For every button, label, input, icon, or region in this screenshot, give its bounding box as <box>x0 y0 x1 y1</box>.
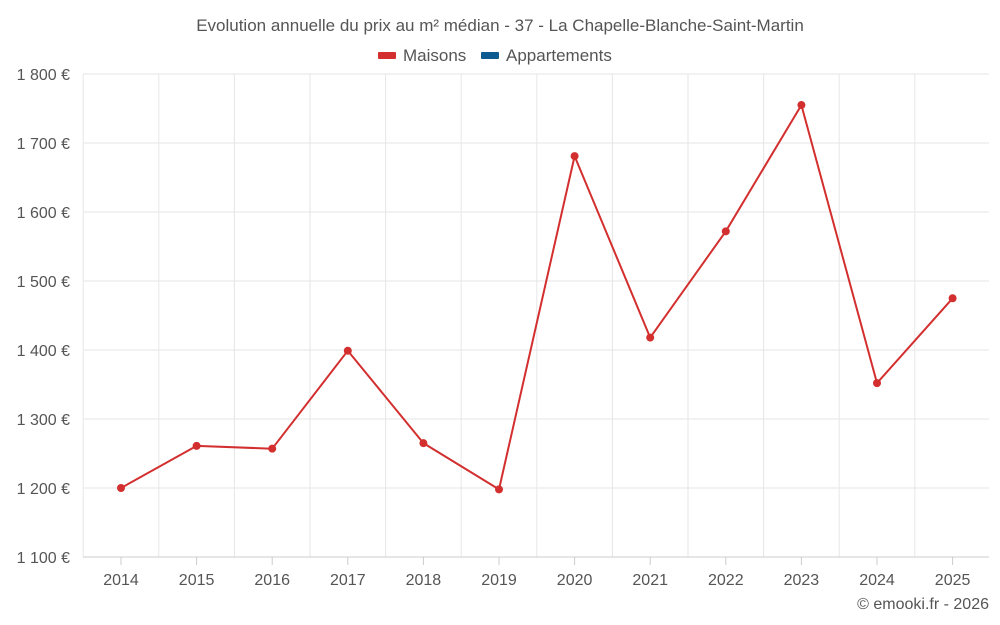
legend-item-appartements[interactable]: Appartements <box>481 46 612 65</box>
data-point-2021[interactable] <box>646 333 655 342</box>
series-line-maisons <box>120 104 954 491</box>
x-tick-label: 2017 <box>330 572 366 589</box>
x-tick-label: 2023 <box>784 572 820 589</box>
data-point-2015[interactable] <box>192 441 201 450</box>
legend-item-maisons[interactable]: Maisons <box>378 46 466 65</box>
x-tick-label: 2015 <box>179 572 215 589</box>
axes: 1 100 € 1 200 € 1 300 € 1 400 € 1 500 € 1 600… <box>17 67 989 589</box>
x-tick-label: 2016 <box>254 572 290 589</box>
credit-text: © emooki.fr - 2026 <box>857 596 989 613</box>
legend-label-appartements: Appartements <box>506 46 612 65</box>
data-point-2016[interactable] <box>268 444 277 453</box>
data-point-2023[interactable] <box>797 101 806 110</box>
x-tick-label: 2014 <box>103 572 139 589</box>
data-point-2014[interactable] <box>117 484 125 492</box>
x-tick-label: 2019 <box>481 572 517 589</box>
x-tick-label: 2025 <box>935 572 971 589</box>
legend-label-maisons: Maisons <box>403 46 466 65</box>
data-point-2019[interactable] <box>495 485 503 494</box>
y-tick-label: 1 600 € <box>17 205 70 222</box>
y-tick-label: 1 200 € <box>17 481 70 498</box>
series-maisons <box>117 101 957 494</box>
data-point-2025[interactable] <box>948 294 957 303</box>
legend-swatch-appartements <box>481 52 499 59</box>
x-tick-label: 2021 <box>632 572 668 589</box>
data-point-2020[interactable] <box>570 152 579 161</box>
y-tick-label: 1 100 € <box>17 550 70 567</box>
y-tick-label: 1 300 € <box>17 412 70 429</box>
grid <box>82 73 989 557</box>
data-point-2024[interactable] <box>873 379 881 388</box>
data-point-2022[interactable] <box>721 227 730 236</box>
x-tick-label: 2018 <box>406 572 442 589</box>
y-tick-label: 1 400 € <box>17 343 70 360</box>
legend-swatch-maisons <box>378 52 396 59</box>
y-tick-label: 1 800 € <box>17 67 70 84</box>
legend: Maisons Appartements <box>378 46 612 65</box>
chart-title: Evolution annuelle du prix au m² médian … <box>196 16 804 35</box>
x-tick-label: 2024 <box>859 572 895 589</box>
y-tick-label: 1 500 € <box>17 274 70 291</box>
x-tick-label: 2022 <box>708 572 744 589</box>
data-point-2018[interactable] <box>419 439 428 448</box>
x-tick-label: 2020 <box>557 572 593 589</box>
y-tick-label: 1 700 € <box>17 136 70 153</box>
data-point-2017[interactable] <box>343 346 352 355</box>
